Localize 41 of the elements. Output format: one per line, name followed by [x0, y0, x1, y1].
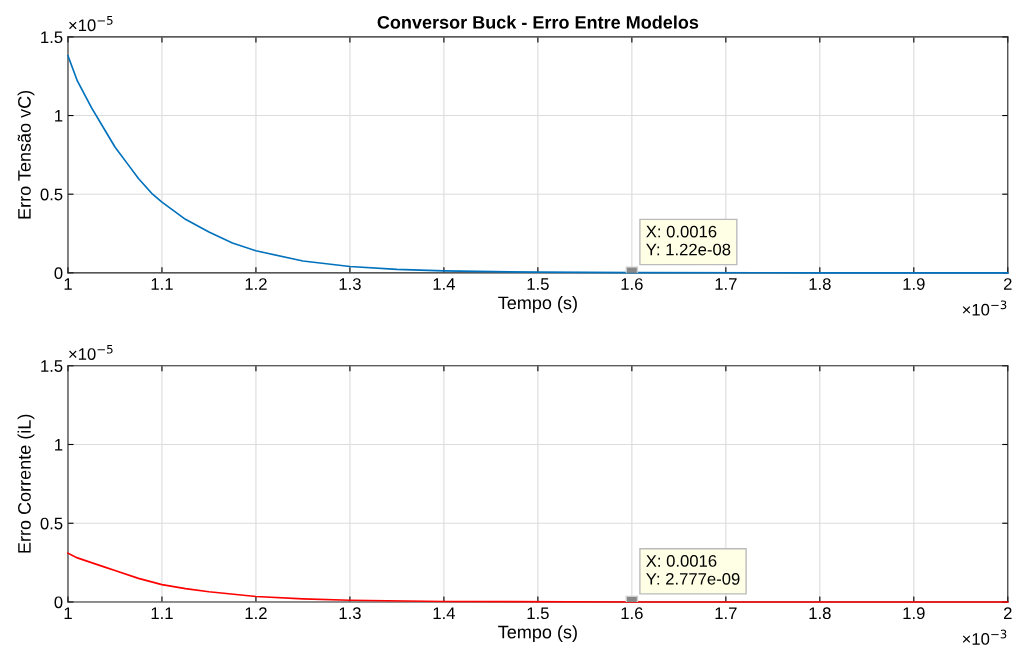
text: ×10$^{−5}$ [69, 16, 113, 32]
chart-title: Conversor Buck - Erro Entre Modelos [377, 15, 699, 29]
y-tick-label: 0 [54, 267, 63, 280]
y-tick-label: 1.5 [41, 360, 63, 372]
y-tick-label: 0.5 [40, 517, 63, 530]
x-tick-label: 2 [1004, 278, 1012, 290]
y-axis-title: Erro Tensão vC) [17, 90, 35, 219]
x-tick-label: 1.2 [245, 607, 267, 619]
annotation: X: 0.0016 Y: 2.777e-09 [646, 555, 740, 585]
y-tick-label: 0.5 [40, 188, 63, 201]
x-tick-label: 1.7 [715, 607, 737, 619]
x-tick-label: 1.8 [809, 607, 831, 620]
x-tick-label: 1.2 [245, 278, 267, 290]
x-tick-label: 1.4 [433, 278, 455, 290]
x-tick-label: 1 [64, 278, 72, 290]
x-tick-label: 1.8 [809, 278, 831, 290]
text: ×10$^{−5}$ [69, 344, 113, 360]
x-tick-label: 1.6 [621, 607, 643, 620]
text: ×10$^{−3}$ [962, 300, 1007, 316]
x-tick-label: 1.7 [715, 278, 737, 290]
annotation: X: 0.0016 Y: 1.22e-08 [646, 225, 731, 256]
x-tick-label: 1.5 [527, 607, 549, 620]
y-tick-label: 1 [55, 110, 63, 122]
y-axis-title: Erro Corrente (iL) [17, 414, 35, 553]
text: ×10$^{−3}$ [962, 629, 1007, 645]
y-tick-label: 1.5 [41, 31, 63, 44]
x-tick-label: 1.6 [621, 278, 643, 290]
x-tick-label: 1.3 [339, 278, 361, 290]
x-axis-title: Tempo (s) [498, 296, 577, 313]
x-tick-label: 1.9 [903, 278, 925, 290]
x-tick-label: 1.1 [151, 278, 173, 290]
x-tick-label: 1.5 [527, 278, 549, 290]
x-tick-label: 1.3 [339, 607, 361, 620]
x-tick-label: 1.1 [151, 607, 173, 619]
x-tick-label: 1.4 [433, 607, 455, 619]
x-axis-title: Tempo (s) [498, 625, 577, 642]
x-tick-label: 1.9 [903, 607, 925, 620]
x-tick-label: 1 [64, 607, 72, 619]
x-tick-label: 2 [1004, 607, 1012, 619]
y-tick-label: 1 [55, 439, 63, 451]
y-tick-label: 0 [54, 596, 63, 609]
